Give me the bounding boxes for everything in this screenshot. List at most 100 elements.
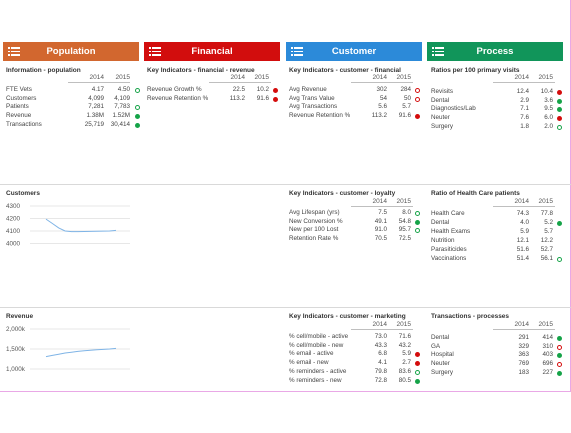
population-header[interactable]: Population [3, 42, 139, 61]
status-indicator-icon [557, 98, 562, 104]
value-2015: 7,783 [114, 103, 130, 111]
row-label: % email - active [289, 350, 334, 358]
value-2015: 403 [542, 351, 553, 359]
value-2015: 9.5 [544, 105, 553, 113]
value-2014: 51.6 [516, 245, 529, 253]
year-label: 2014 [372, 321, 387, 328]
value-2014: 25,719 [84, 120, 104, 128]
series-line [45, 218, 117, 233]
status-indicator-icon [135, 122, 140, 128]
value-2014: 73.0 [374, 333, 387, 340]
table-row: Hospital 363 403 [431, 351, 562, 360]
y-tick-label: 1,000k [6, 366, 26, 373]
revenue-chart-title: Revenue [6, 313, 34, 320]
value-2014: 72.8 [374, 376, 387, 384]
table-row: Health Exams 5.9 5.7 [431, 228, 557, 237]
value-2014: 113.2 [371, 112, 387, 120]
value-2015: 91.6 [256, 94, 269, 102]
status-indicator-icon [415, 369, 420, 375]
process-ratios-header-underline [493, 82, 555, 83]
year-label: 2014 [230, 74, 245, 81]
y-tick-label: 4100 [6, 228, 21, 235]
healthcare-ratio-header-underline [493, 206, 555, 207]
table-row: FTE Vets 4.17 4.50 [6, 86, 140, 95]
year-label: 2015 [538, 198, 553, 205]
row-label: Nutrition [431, 236, 455, 244]
table-row: Patients 7,281 7,783 [6, 103, 140, 112]
list-menu-icon[interactable] [432, 46, 444, 57]
value-2014: 5.9 [520, 227, 529, 235]
row-label: Neuter [431, 114, 450, 122]
value-2014: 183 [518, 368, 529, 376]
row-label: New per 100 Lost [289, 226, 339, 234]
value-2015: 310 [542, 342, 553, 350]
table-row: Avg Transactions 5.6 5.7 [289, 103, 415, 112]
table-row: Dental 291 414 [431, 334, 562, 343]
value-2014: 49.1 [374, 217, 387, 225]
value-2015: 95.7 [398, 226, 411, 234]
row-label: Health Exams [431, 227, 471, 235]
value-2015: 77.8 [540, 210, 553, 217]
process-header[interactable]: Process [427, 42, 563, 61]
table-row: Revenue Retention % 113.2 91.6 [289, 112, 420, 121]
row-label: % reminders - new [289, 376, 342, 384]
value-2015: 2.0 [544, 122, 553, 130]
value-2014: 291 [518, 334, 529, 341]
value-2014: 54 [379, 94, 387, 102]
status-indicator-icon [415, 211, 420, 216]
list-menu-icon[interactable] [149, 46, 161, 57]
row-label: Transactions [6, 120, 42, 128]
status-indicator-icon [415, 96, 420, 102]
value-2014: 79.8 [374, 367, 387, 375]
value-2015: 696 [542, 360, 553, 368]
year-label: 2015 [396, 321, 411, 328]
row-label: Dental [431, 334, 450, 341]
revenue-line-chart: 2,000k 1,500k 1,000k [6, 326, 130, 373]
value-2014: 12.1 [516, 236, 529, 244]
row-label: % email - new [289, 359, 329, 367]
year-label: 2015 [538, 321, 553, 328]
value-2014: 22.5 [232, 86, 245, 93]
customer-header[interactable]: Customer [286, 42, 422, 61]
status-indicator-icon [415, 228, 420, 234]
value-2015: 52.7 [540, 245, 553, 253]
status-indicator-icon [415, 219, 420, 225]
value-2014: 4.0 [520, 218, 529, 226]
value-2014: 7.5 [378, 209, 387, 216]
row-label: Revenue Growth % [147, 86, 202, 93]
value-2015: 56.1 [540, 254, 553, 262]
row-label: Surgery [431, 122, 454, 130]
transactions-processes-title: Transactions - processes [431, 313, 510, 320]
customer-financial-title: Key Indicators - customer - financial [289, 67, 401, 74]
year-label: 2014 [372, 74, 387, 81]
y-tick-label: 4200 [6, 216, 21, 223]
value-2015: 54.8 [398, 217, 411, 225]
row-label: GA [431, 342, 441, 350]
row-label: Avg Lifespan (yrs) [289, 209, 340, 216]
value-2015: 8.0 [402, 209, 411, 216]
value-2015: 80.5 [398, 376, 411, 384]
row-label: Retention Rate % [289, 235, 339, 243]
status-indicator-icon [557, 116, 562, 122]
value-2015: 4,109 [114, 94, 130, 102]
value-2015: 227 [542, 368, 553, 376]
customer-marketing-title: Key Indicators - customer - marketing [289, 313, 406, 320]
row-label: % cell/mobile - new [289, 341, 344, 349]
row-label: Surgery [431, 368, 454, 376]
revenue-chart-panel: Revenue [6, 313, 33, 320]
row-label: Revenue Retention % [147, 94, 209, 102]
value-2014: 7.6 [520, 114, 529, 122]
list-menu-icon[interactable] [291, 46, 303, 57]
list-menu-icon[interactable] [8, 46, 20, 57]
row-label: % cell/mobile - active [289, 333, 349, 340]
year-label: 2014 [89, 74, 104, 81]
row-label: Avg Trans Value [289, 94, 335, 102]
value-2014: 43.3 [374, 341, 387, 349]
year-label: 2014 [514, 321, 529, 328]
table-row: Vaccinations 51.4 56.1 [431, 254, 562, 264]
financial-header[interactable]: Financial [144, 42, 280, 61]
table-row: Revenue Growth % 22.5 10.2 [147, 86, 278, 95]
status-indicator-icon [273, 96, 278, 102]
value-2014: 74.3 [516, 210, 529, 217]
value-2014: 769 [518, 360, 529, 368]
